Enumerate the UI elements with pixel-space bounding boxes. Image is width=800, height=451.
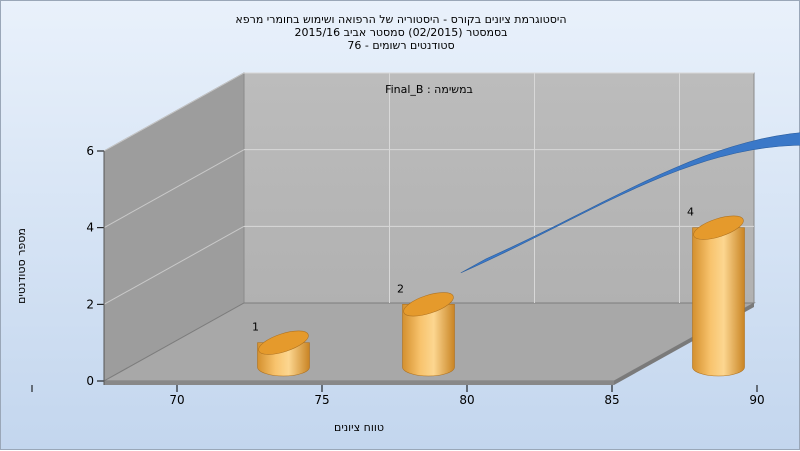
back-wall (243, 72, 755, 304)
bar-body (402, 304, 455, 377)
y-tick-label: 6 (86, 144, 94, 158)
x-tick-label: 85 (604, 393, 619, 407)
bar-2 (692, 215, 745, 377)
chart-title-line-3: סטודנטים רשומים - 76 (347, 39, 454, 52)
x-tick-label: 90 (749, 393, 764, 407)
data-label-0: 1 (252, 321, 259, 334)
chart-title-line-2: בסמסטר (02/2015) סמסטר אביב 2015/16 (294, 26, 507, 39)
bar-top (403, 292, 454, 317)
grid-line-left-2 (103, 225, 245, 305)
y-tick-label: 2 (86, 297, 94, 311)
bar-body (692, 227, 745, 377)
chart-title-line-1: היסטוגרמת ציונים בקורס - היסטוריה של הרפ… (235, 13, 566, 26)
bar-0 (257, 330, 310, 377)
floor-front-edge (104, 381, 614, 385)
chart-subtitle: Final_B : במשימה (385, 83, 473, 96)
grid-line-left-4 (103, 149, 245, 229)
bar-1 (402, 292, 455, 377)
fit-curve-layer (460, 132, 800, 274)
bars-layer (257, 215, 745, 377)
y-axis-title: מספר סטודנטים (15, 228, 28, 304)
x-tick-label: 75 (314, 393, 329, 407)
data-label-2: 4 (687, 206, 694, 219)
data-label-1: 2 (397, 282, 404, 295)
axes: 0246707580859095 (31, 144, 765, 407)
bar-top (693, 215, 744, 240)
data-labels: 12442 (252, 206, 694, 334)
y-tick-label: 0 (86, 374, 94, 388)
x-axis-title: טווח ציונים (334, 421, 384, 434)
y-tick-label: 4 (86, 221, 94, 235)
x-tick-label: 70 (169, 393, 184, 407)
grid-line-left-6 (103, 72, 245, 152)
grid-lines (103, 72, 754, 305)
normal-fit-curve (460, 132, 800, 274)
bar-top (258, 330, 309, 355)
x-tick-label: 80 (459, 393, 474, 407)
